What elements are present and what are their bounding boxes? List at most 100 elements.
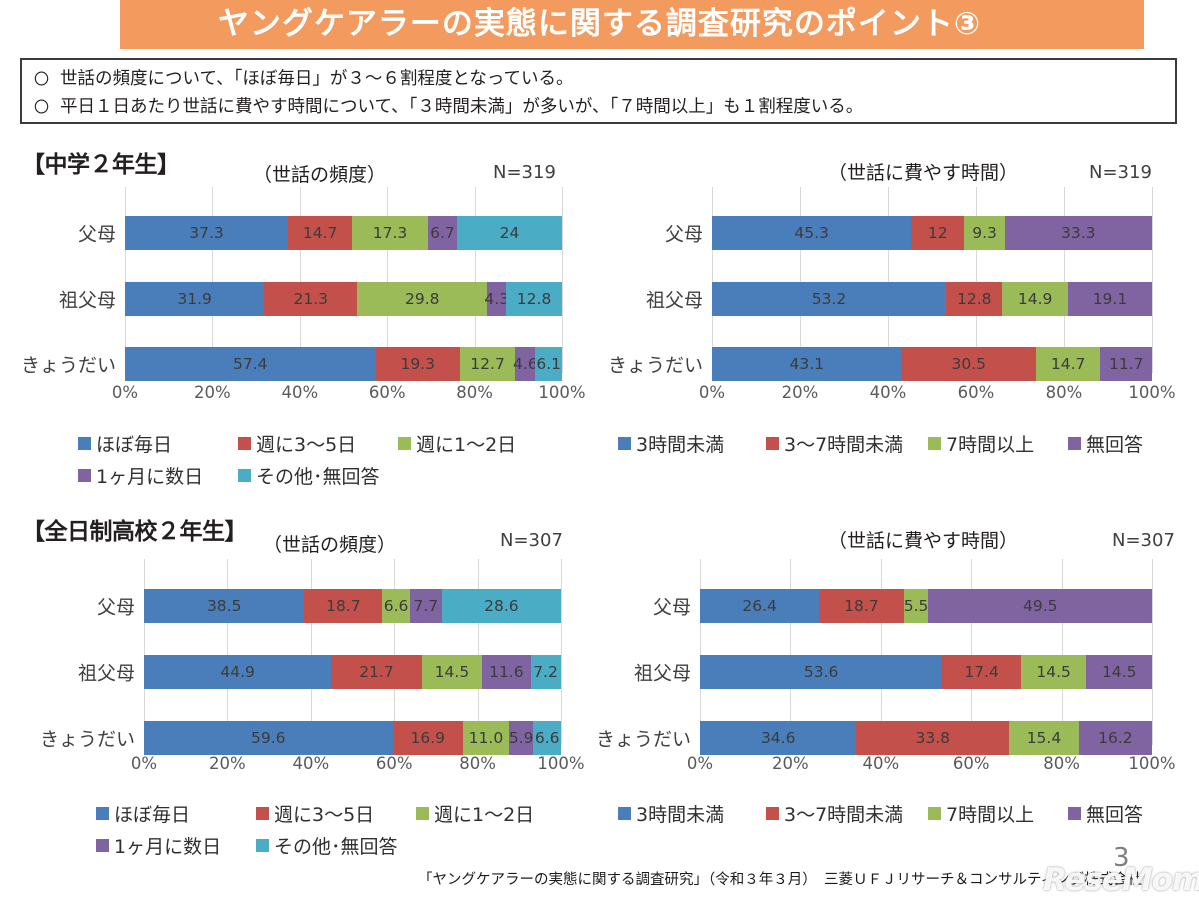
- x-axis-tick-label: 80%: [1043, 754, 1080, 773]
- bar-segment: 12: [911, 216, 965, 250]
- bar-value-label: 7.7: [413, 597, 439, 615]
- bar-value-label: 24: [499, 224, 520, 242]
- bar-row: 31.9 21.3 29.8 4.3 12.8: [125, 282, 562, 316]
- gridline: [700, 559, 701, 745]
- legend-color-swatch: [398, 437, 411, 450]
- bar-segment: 38.5: [144, 589, 305, 623]
- legend-item[interactable]: 1ヶ月に数日: [78, 462, 203, 489]
- bar-segment: 14.7: [1035, 347, 1101, 381]
- bar-value-label: 18.7: [326, 597, 361, 615]
- sample-size-label: N=319: [1089, 162, 1152, 183]
- gridline: [125, 187, 126, 373]
- legend-label: 週に1～2日: [434, 804, 535, 826]
- bar-value-label: 49.5: [1022, 597, 1058, 615]
- legend-color-swatch: [618, 807, 631, 820]
- legend-item[interactable]: 3～7時間未満: [766, 800, 903, 827]
- bar-value-label: 16.2: [1098, 729, 1133, 747]
- x-axis-tick-label: 100%: [538, 383, 586, 402]
- x-axis-tick-label: 20%: [209, 754, 246, 773]
- bar-segment: 6.7: [427, 216, 458, 250]
- legend-item[interactable]: 7時間以上: [928, 800, 1034, 827]
- category-label: きょうだい: [607, 354, 703, 377]
- legend-item[interactable]: 7時間以上: [928, 430, 1034, 457]
- x-axis-tick-label: 80%: [456, 383, 493, 402]
- gridline: [474, 187, 476, 373]
- legend-color-swatch: [256, 807, 269, 820]
- bar-value-label: 26.4: [742, 597, 777, 615]
- bar-segment: 11.0: [463, 721, 509, 755]
- legend-label: 3時間未満: [636, 804, 725, 826]
- x-axis-tick-label: 100%: [1128, 754, 1176, 773]
- chart-junior-hours: （世話に費やす時間） N=319 45.3 12 9.3 33.3 父母 53.2 12.8 14…: [600, 140, 1199, 500]
- slide-title-banner: ヤングケアラーの実態に関する調査研究のポイント③: [0, 0, 1199, 49]
- gridline: [712, 187, 713, 373]
- legend-label: その他･無回答: [274, 836, 398, 858]
- legend-label: 3～7時間未満: [784, 804, 904, 826]
- bar-segment: 6.6: [533, 721, 561, 755]
- bar-segment: 4.3: [484, 282, 509, 316]
- bullet-circle-icon: 〇: [34, 98, 50, 116]
- chart-junior-frequency: （世話の頻度） N=319 37.3 14.7 17.3 6.7 24 父母 31.9 21.3 2…: [0, 140, 600, 500]
- bar-value-label: 5.9: [508, 729, 534, 747]
- bar-value-label: 14.5: [1036, 663, 1071, 681]
- bar-segment: 43.1: [712, 347, 902, 381]
- legend-item[interactable]: 3時間未満: [618, 800, 724, 827]
- bar-value-label: 33.3: [1061, 224, 1096, 242]
- gridline: [1152, 559, 1153, 745]
- bar-value-label: 28.6: [484, 597, 519, 615]
- bar-value-label: 11.0: [468, 729, 504, 747]
- plot-area: 45.3 12 9.3 33.3 父母 53.2 12.8 14.9 19.1 祖父母 43.1 30…: [608, 187, 1153, 381]
- legend-item[interactable]: その他･無回答: [256, 832, 398, 859]
- bar-value-label: 14.9: [1017, 290, 1053, 308]
- bar-value-label: 21.7: [359, 663, 394, 681]
- gridline: [562, 187, 563, 373]
- legend-label: ほぼ毎日: [114, 804, 191, 826]
- x-axis-tick-label: 100%: [537, 754, 585, 773]
- bar-segment: 16.2: [1078, 721, 1152, 755]
- legend-item[interactable]: 週に3～5日: [256, 800, 374, 827]
- legend-label: 週に1～2日: [416, 434, 517, 456]
- bar-segment: 16.9: [392, 721, 463, 755]
- sample-size-label: N=307: [500, 530, 563, 551]
- bar-segment: 7.7: [409, 589, 442, 623]
- chart-subtitle: （世話に費やす時間）: [828, 162, 1019, 184]
- bar-row: 53.6 17.4 14.5 14.5: [700, 655, 1152, 689]
- bar-segment: 18.7: [819, 589, 904, 623]
- legend-item[interactable]: 3時間未満: [618, 430, 724, 457]
- gridline: [1152, 187, 1153, 373]
- legend-color-swatch: [928, 437, 941, 450]
- group-heading-junior: 【中学２年生】: [22, 152, 180, 178]
- legend-item[interactable]: 週に1～2日: [398, 430, 516, 457]
- legend-item[interactable]: その他･無回答: [238, 462, 380, 489]
- legend-label: その他･無回答: [256, 466, 380, 488]
- category-label: 祖父母: [645, 289, 703, 312]
- legend-item[interactable]: 週に3～5日: [238, 430, 356, 457]
- legend-item[interactable]: ほぼ毎日: [78, 430, 172, 457]
- gridline: [394, 559, 396, 745]
- chart-high-hours: （世話に費やす時間） N=307 26.4 18.7 5.5 49.5 父母 53.6 17.4…: [596, 508, 1199, 868]
- x-axis-tick-label: 80%: [459, 754, 496, 773]
- legend-item[interactable]: ほぼ毎日: [96, 800, 190, 827]
- category-label: 祖父母: [58, 289, 116, 312]
- bar-segment: 6.6: [382, 589, 410, 623]
- page-number: 3: [1113, 843, 1130, 873]
- legend-label: 週に3～5日: [274, 804, 375, 826]
- bar-segment: 59.6: [144, 721, 393, 755]
- bar-value-label: 6.7: [430, 224, 455, 242]
- gridline: [1064, 187, 1065, 373]
- bar-value-label: 19.3: [400, 355, 435, 373]
- bar-value-label: 59.6: [251, 729, 286, 747]
- bar-segment: 18.7: [304, 589, 383, 623]
- summary-line-1: 〇 世話の頻度について、「ほぼ毎日」が３～６割程度となっている。: [22, 65, 1175, 93]
- legend-item[interactable]: 無回答: [1068, 800, 1143, 827]
- legend-item[interactable]: 1ヶ月に数日: [96, 832, 221, 859]
- legend-item[interactable]: 3～7時間未満: [766, 430, 903, 457]
- legend-item[interactable]: 無回答: [1068, 430, 1143, 457]
- category-label: 父母: [77, 223, 116, 246]
- bar-segment: 49.5: [928, 589, 1152, 623]
- gridline: [976, 187, 977, 373]
- bar-segment: 4.6: [513, 347, 538, 381]
- bar-value-label: 6.6: [383, 597, 409, 615]
- bar-value-label: 14.5: [434, 663, 470, 681]
- legend-item[interactable]: 週に1～2日: [416, 800, 534, 827]
